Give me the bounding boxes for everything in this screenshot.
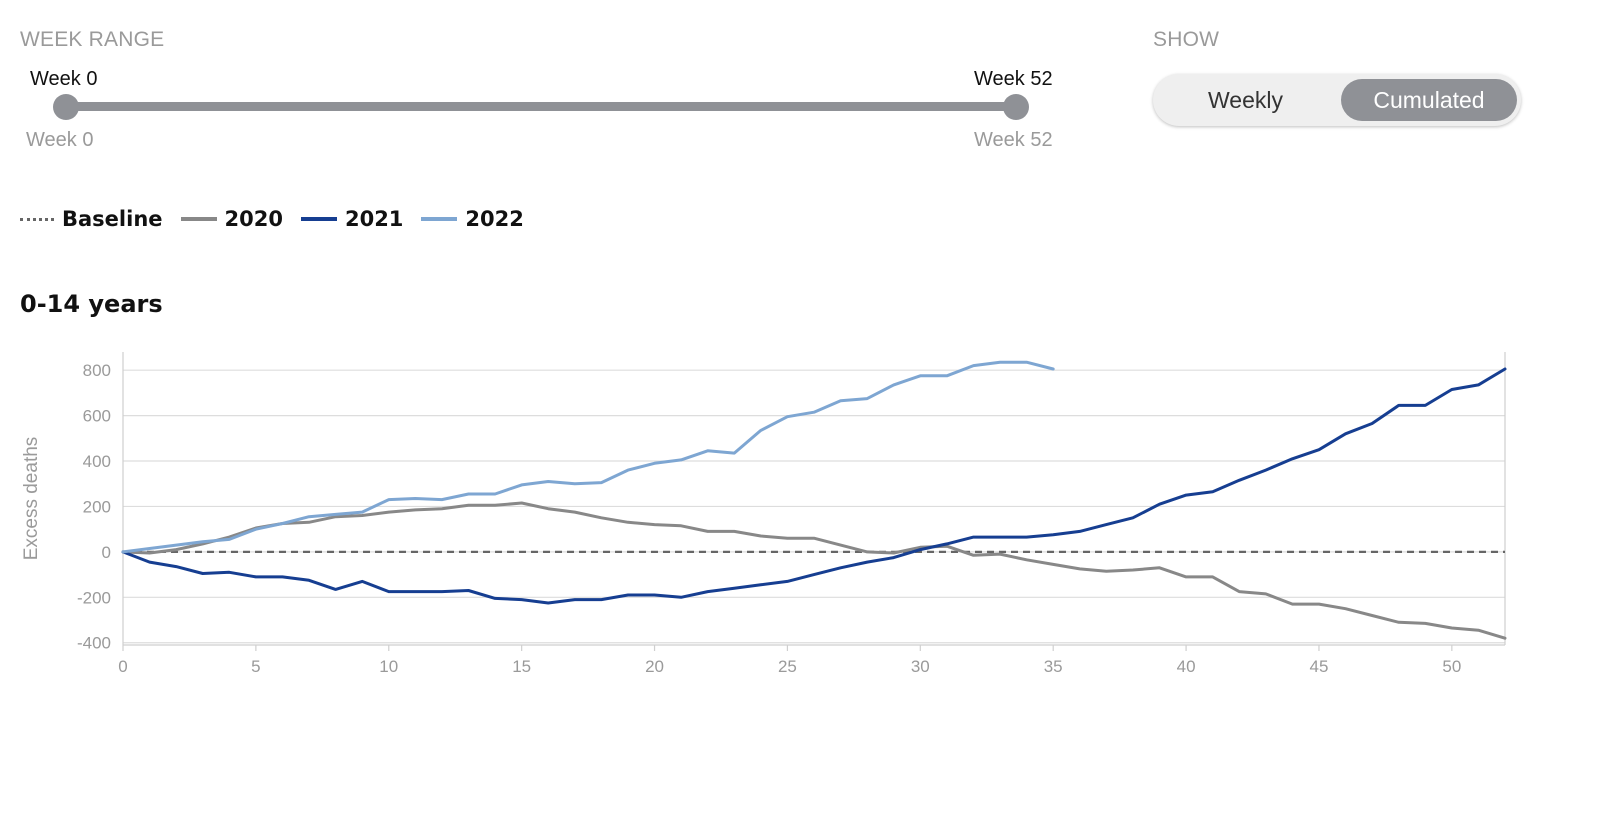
legend-label-baseline: Baseline [62,207,163,231]
y-tick-label--200: -200 [77,588,111,607]
cumulated-toggle-button[interactable]: Cumulated [1341,79,1517,121]
legend-swatch-2021 [300,217,337,221]
x-tick-label-5: 5 [251,657,260,676]
x-tick-label-30: 30 [911,657,930,676]
x-tick-label-20: 20 [645,657,664,676]
y-tick-label-800: 800 [83,361,111,380]
y-tick-label-0: 0 [102,543,111,562]
x-tick-label-0: 0 [118,657,127,676]
weekly-toggle-button[interactable]: Weekly [1208,87,1283,113]
x-tick-label-45: 45 [1310,657,1329,676]
x-tick-label-50: 50 [1442,657,1461,676]
range-end-value: Week 52 [974,68,1053,90]
x-tick-label-10: 10 [379,657,398,676]
legend-label-2020: 2020 [224,207,283,231]
range-max-label: Week 52 [974,129,1053,151]
legend-label-2022: 2022 [465,207,524,231]
legend-item-2021[interactable]: 2021 [300,207,404,231]
y-tick-label-400: 400 [83,452,111,471]
range-start-handle[interactable] [53,94,79,120]
legend-swatch-baseline [20,217,54,221]
range-end-handle[interactable] [1003,94,1029,120]
chart-title: 0-14 years [20,290,163,318]
x-tick-label-15: 15 [512,657,531,676]
x-tick-label-40: 40 [1177,657,1196,676]
legend-item-2022[interactable]: 2022 [421,207,524,231]
legend-item-2020[interactable]: 2020 [180,207,283,231]
range-start-value: Week 0 [30,68,98,90]
show-label: SHOW [1153,28,1220,51]
week-range-slider-track[interactable] [66,102,1016,111]
x-tick-label-35: 35 [1044,657,1063,676]
series-line-2022 [121,360,1055,554]
series-line-2021 [121,367,1507,605]
show-toggle: Weekly Cumulated [1153,74,1521,126]
legend-swatch-2020 [180,217,217,221]
legend-label-2021: 2021 [344,207,404,231]
x-tick-label-25: 25 [778,657,797,676]
controls-bar: WEEK RANGE Week 0 Week 52 Week 0 Week 52… [0,0,1600,190]
y-tick-label-200: 200 [83,497,111,516]
y-tick-label--400: -400 [77,634,111,653]
week-range-label: WEEK RANGE [20,28,165,51]
line-chart: -400 -200 0 200 400 600 800 0 5 10 15 20 25 30 35 40 45 5… [21,352,1507,676]
y-axis-label: Excess deaths [21,437,42,561]
series-line-2020 [121,501,1507,640]
legend-swatch-2022 [421,217,458,221]
range-min-label: Week 0 [26,129,94,151]
y-tick-label-600: 600 [83,407,111,426]
chart-legend: Baseline 2020 2021 2022 [20,204,542,234]
legend-item-baseline[interactable]: Baseline [20,207,163,231]
